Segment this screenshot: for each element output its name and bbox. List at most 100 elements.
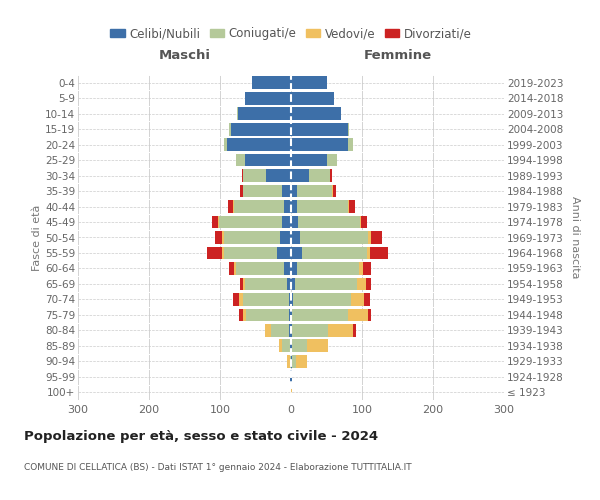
Bar xyxy=(287,355,290,368)
Bar xyxy=(229,123,230,136)
Bar xyxy=(233,293,239,306)
Bar xyxy=(348,308,368,321)
Bar xyxy=(291,200,296,213)
Y-axis label: Fasce di età: Fasce di età xyxy=(32,204,42,270)
Bar xyxy=(291,355,292,368)
Bar xyxy=(244,278,245,290)
Bar xyxy=(291,386,292,398)
Bar xyxy=(230,123,291,136)
Y-axis label: Anni di nascita: Anni di nascita xyxy=(570,196,580,279)
Bar xyxy=(224,138,227,151)
Bar xyxy=(296,200,348,213)
Bar xyxy=(291,308,292,321)
Bar xyxy=(236,262,284,275)
Bar xyxy=(252,76,291,89)
Bar xyxy=(326,154,337,166)
Bar xyxy=(290,355,291,368)
Bar xyxy=(277,246,291,260)
Bar xyxy=(206,246,222,260)
Legend: Celibi/Nubili, Coniugati/e, Vedovi/e, Divorziati/e: Celibi/Nubili, Coniugati/e, Vedovi/e, Di… xyxy=(106,22,476,45)
Bar xyxy=(289,293,291,306)
Bar xyxy=(240,184,244,198)
Bar xyxy=(291,169,309,182)
Bar xyxy=(359,262,364,275)
Bar xyxy=(291,262,296,275)
Bar xyxy=(244,184,283,198)
Bar xyxy=(353,324,356,336)
Bar xyxy=(233,200,234,213)
Bar xyxy=(332,184,333,198)
Bar xyxy=(291,278,295,290)
Bar xyxy=(227,138,291,151)
Bar xyxy=(291,246,302,260)
Bar xyxy=(239,308,243,321)
Bar xyxy=(291,324,292,336)
Bar xyxy=(239,293,243,306)
Bar xyxy=(222,231,224,244)
Bar xyxy=(234,262,236,275)
Bar xyxy=(236,154,245,166)
Bar xyxy=(243,308,246,321)
Bar xyxy=(357,278,365,290)
Bar xyxy=(287,278,291,290)
Bar xyxy=(299,231,368,244)
Bar xyxy=(291,231,299,244)
Bar xyxy=(242,169,244,182)
Bar xyxy=(291,370,292,383)
Bar xyxy=(245,154,291,166)
Bar xyxy=(289,308,291,321)
Bar xyxy=(283,216,291,228)
Bar xyxy=(309,169,330,182)
Bar xyxy=(371,231,382,244)
Bar xyxy=(291,154,326,166)
Bar xyxy=(292,308,348,321)
Bar xyxy=(243,293,289,306)
Bar xyxy=(266,169,291,182)
Bar xyxy=(289,324,291,336)
Bar xyxy=(284,200,291,213)
Bar xyxy=(291,76,326,89)
Bar xyxy=(237,108,238,120)
Bar xyxy=(307,340,328,352)
Bar xyxy=(224,246,277,260)
Bar xyxy=(245,278,287,290)
Bar xyxy=(291,138,348,151)
Bar xyxy=(296,262,359,275)
Bar xyxy=(295,278,357,290)
Bar xyxy=(348,138,353,151)
Bar xyxy=(360,216,361,228)
Bar xyxy=(361,216,367,228)
Bar xyxy=(291,340,292,352)
Bar xyxy=(291,216,298,228)
Text: Popolazione per età, sesso e stato civile - 2024: Popolazione per età, sesso e stato civil… xyxy=(24,430,378,443)
Text: Maschi: Maschi xyxy=(158,49,211,62)
Bar xyxy=(283,184,291,198)
Bar xyxy=(330,169,332,182)
Bar xyxy=(212,216,218,228)
Bar xyxy=(370,246,388,260)
Bar xyxy=(271,324,289,336)
Bar xyxy=(224,231,280,244)
Bar xyxy=(291,123,348,136)
Bar xyxy=(284,262,291,275)
Bar xyxy=(222,246,224,260)
Bar xyxy=(367,246,370,260)
Bar xyxy=(265,324,271,336)
Bar xyxy=(244,169,266,182)
Bar xyxy=(293,293,352,306)
Bar xyxy=(245,92,291,104)
Bar xyxy=(302,246,367,260)
Bar xyxy=(364,262,371,275)
Bar xyxy=(290,370,291,383)
Bar xyxy=(328,324,353,336)
Bar xyxy=(292,340,307,352)
Bar xyxy=(290,340,291,352)
Bar xyxy=(296,355,307,368)
Bar xyxy=(240,278,244,290)
Bar xyxy=(365,278,371,290)
Bar xyxy=(228,200,233,213)
Bar xyxy=(238,108,291,120)
Bar xyxy=(298,216,360,228)
Bar xyxy=(283,340,290,352)
Text: Femmine: Femmine xyxy=(364,49,431,62)
